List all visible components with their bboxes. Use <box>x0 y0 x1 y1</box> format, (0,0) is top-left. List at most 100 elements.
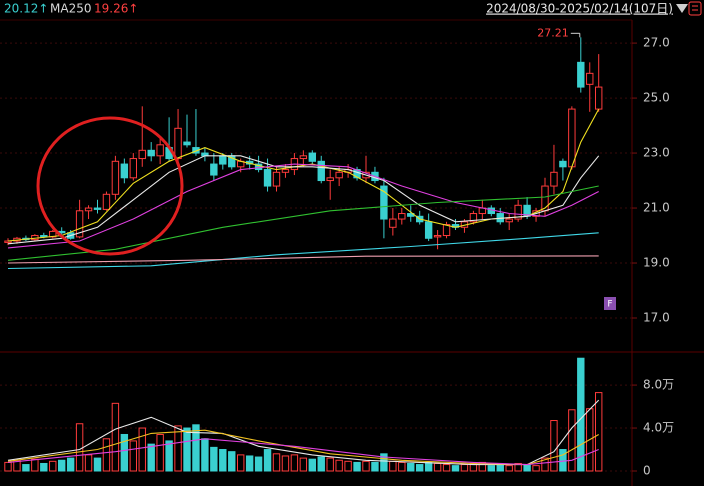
volume-bar <box>362 460 370 472</box>
volume-bar <box>308 458 317 472</box>
candle-body <box>398 213 406 220</box>
volume-bar <box>389 460 397 472</box>
moving-average-line <box>7 232 599 270</box>
candle-body <box>586 72 594 85</box>
volume-bar <box>281 455 290 472</box>
candle-body <box>433 235 442 238</box>
candle-body <box>317 160 325 182</box>
candle-body <box>111 160 120 195</box>
volume-bar <box>344 460 352 472</box>
volume-bar <box>568 409 576 472</box>
candle-body <box>93 207 102 210</box>
candle-body <box>389 218 397 228</box>
volume-bar <box>102 438 111 472</box>
highlight-circle <box>36 116 184 256</box>
price-panel: 27.0 25.0 23.0 21.0 19.0 17.0 27.21 <box>0 26 670 325</box>
volume-bar <box>424 461 433 472</box>
volume-bar <box>496 464 504 472</box>
candle-body <box>505 218 513 223</box>
volume-bar <box>93 457 102 472</box>
candle-body <box>120 163 129 179</box>
volume-bar <box>523 464 531 472</box>
moving-average-line <box>7 163 599 249</box>
candle-body <box>129 158 138 179</box>
candle-body <box>550 171 558 187</box>
volume-bar <box>263 449 272 472</box>
volume-bar <box>49 460 57 472</box>
volume-bar <box>58 459 66 472</box>
volume-bar <box>460 464 469 472</box>
volume-bar <box>505 465 513 472</box>
volume-bar <box>245 455 254 472</box>
moving-average-line <box>7 108 600 242</box>
moving-average-line <box>7 185 599 261</box>
moving-average-line <box>7 155 600 245</box>
moving-average-line <box>7 255 599 264</box>
candle-body <box>219 155 227 165</box>
candle-body <box>442 224 451 237</box>
candle-body <box>308 152 317 162</box>
candle-body <box>577 61 585 88</box>
candle-body <box>380 185 388 220</box>
volume-bar <box>317 456 325 472</box>
volume-bar <box>174 425 182 472</box>
volume-bar <box>138 427 146 472</box>
volume-bar <box>201 438 209 472</box>
volume-bar <box>398 461 406 472</box>
volume-bar <box>84 454 93 472</box>
volume-bar <box>416 464 424 472</box>
volume-bar <box>31 458 39 472</box>
candle-body <box>84 207 93 212</box>
volume-bar <box>254 456 263 472</box>
candle-body <box>75 210 84 238</box>
candle-body <box>210 163 218 176</box>
volume-bar <box>219 449 227 472</box>
y-tick-label: 25.0 <box>643 91 670 105</box>
volume-bar <box>147 443 155 472</box>
volume-bar <box>550 420 558 472</box>
volume-bar <box>335 459 343 472</box>
volume-bar <box>66 457 75 472</box>
date-range[interactable]: 2024/08/30-2025/02/14(107日) <box>486 2 673 16</box>
candle-body <box>174 127 182 160</box>
candle-body <box>424 221 433 239</box>
badge-text: F <box>607 300 612 310</box>
candle-body <box>299 155 308 160</box>
y-tick-label: 21.0 <box>643 201 670 215</box>
y-tick-label: 23.0 <box>643 146 670 160</box>
candle-body <box>156 144 164 157</box>
y-tick-label: 8.0万 <box>643 378 674 392</box>
volume-bar <box>532 465 540 472</box>
volume-bar <box>22 464 30 472</box>
volume-bar <box>111 402 120 472</box>
candle-body <box>147 149 155 157</box>
settings-icon[interactable] <box>688 1 702 16</box>
moving-average-line <box>7 429 599 466</box>
volume-bar <box>4 461 12 472</box>
volume-bar <box>442 464 451 472</box>
candle-body <box>326 177 334 182</box>
badge[interactable] <box>604 297 616 310</box>
volume-bar <box>559 449 567 472</box>
dropdown-arrow[interactable] <box>676 4 688 13</box>
y-tick-label: 0 <box>643 464 651 478</box>
volume-bar <box>183 427 191 472</box>
volume-bar <box>407 462 415 472</box>
moving-average-line <box>7 438 599 466</box>
volume-bar <box>514 462 522 472</box>
candle-body <box>4 240 12 243</box>
legend-value: 19.26↑ <box>94 2 138 16</box>
volume-bar <box>75 423 84 472</box>
volume-bar <box>577 357 585 472</box>
volume-bar <box>237 454 245 472</box>
volume-bar <box>228 451 236 472</box>
volume-bar <box>451 465 460 472</box>
annotation-label: 27.21 <box>537 26 569 39</box>
volume-bar <box>272 453 281 472</box>
volume-bar <box>371 461 379 472</box>
volume-bar <box>290 454 299 472</box>
candle-body <box>568 108 576 168</box>
candle-body <box>272 171 281 187</box>
